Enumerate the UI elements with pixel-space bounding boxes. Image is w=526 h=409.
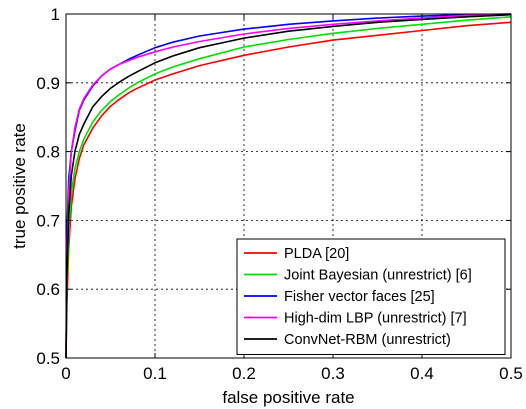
x-tick-label: 0.4 <box>410 364 434 383</box>
x-tick-label: 0.2 <box>232 364 256 383</box>
y-tick-label: 1 <box>51 5 60 24</box>
x-tick-label: 0.5 <box>499 364 523 383</box>
legend-label: High-dim LBP (unrestrict) [7] <box>284 311 467 327</box>
y-tick-label: 0.5 <box>36 349 60 368</box>
series-line-4 <box>65 13 512 359</box>
series-line-1 <box>65 21 512 359</box>
y-tick-label: 0.9 <box>36 74 60 93</box>
y-tick-label: 0.8 <box>36 143 60 162</box>
legend-label: ConvNet-RBM (unrestrict) <box>284 332 451 348</box>
series-line-5 <box>65 13 512 359</box>
legend-label: Fisher vector faces [25] <box>284 289 435 305</box>
legend: PLDA [20] Joint Bayesian (unrestrict) [6]… <box>236 238 506 355</box>
legend-box <box>236 238 506 355</box>
y-tick-label: 0.6 <box>36 280 60 299</box>
legend-label: Joint Bayesian (unrestrict) [6] <box>284 268 472 284</box>
series-lines <box>65 13 512 359</box>
y-axis-label: true positive rate <box>10 123 29 249</box>
y-tick-labels: 0.5 0.6 0.7 0.8 0.9 1 <box>36 5 60 368</box>
x-tick-label: 0.3 <box>321 364 345 383</box>
x-tick-label: 0 <box>61 364 70 383</box>
x-tick-label: 0.1 <box>143 364 167 383</box>
x-tick-labels: 0 0.1 0.2 0.3 0.4 0.5 <box>61 364 523 383</box>
axis-ticks <box>65 13 512 359</box>
y-tick-label: 0.7 <box>36 211 60 230</box>
legend-label: PLDA [20] <box>284 246 349 262</box>
x-axis-label: false positive rate <box>222 388 354 407</box>
series-line-2 <box>65 16 512 359</box>
plot-frame <box>65 13 512 359</box>
